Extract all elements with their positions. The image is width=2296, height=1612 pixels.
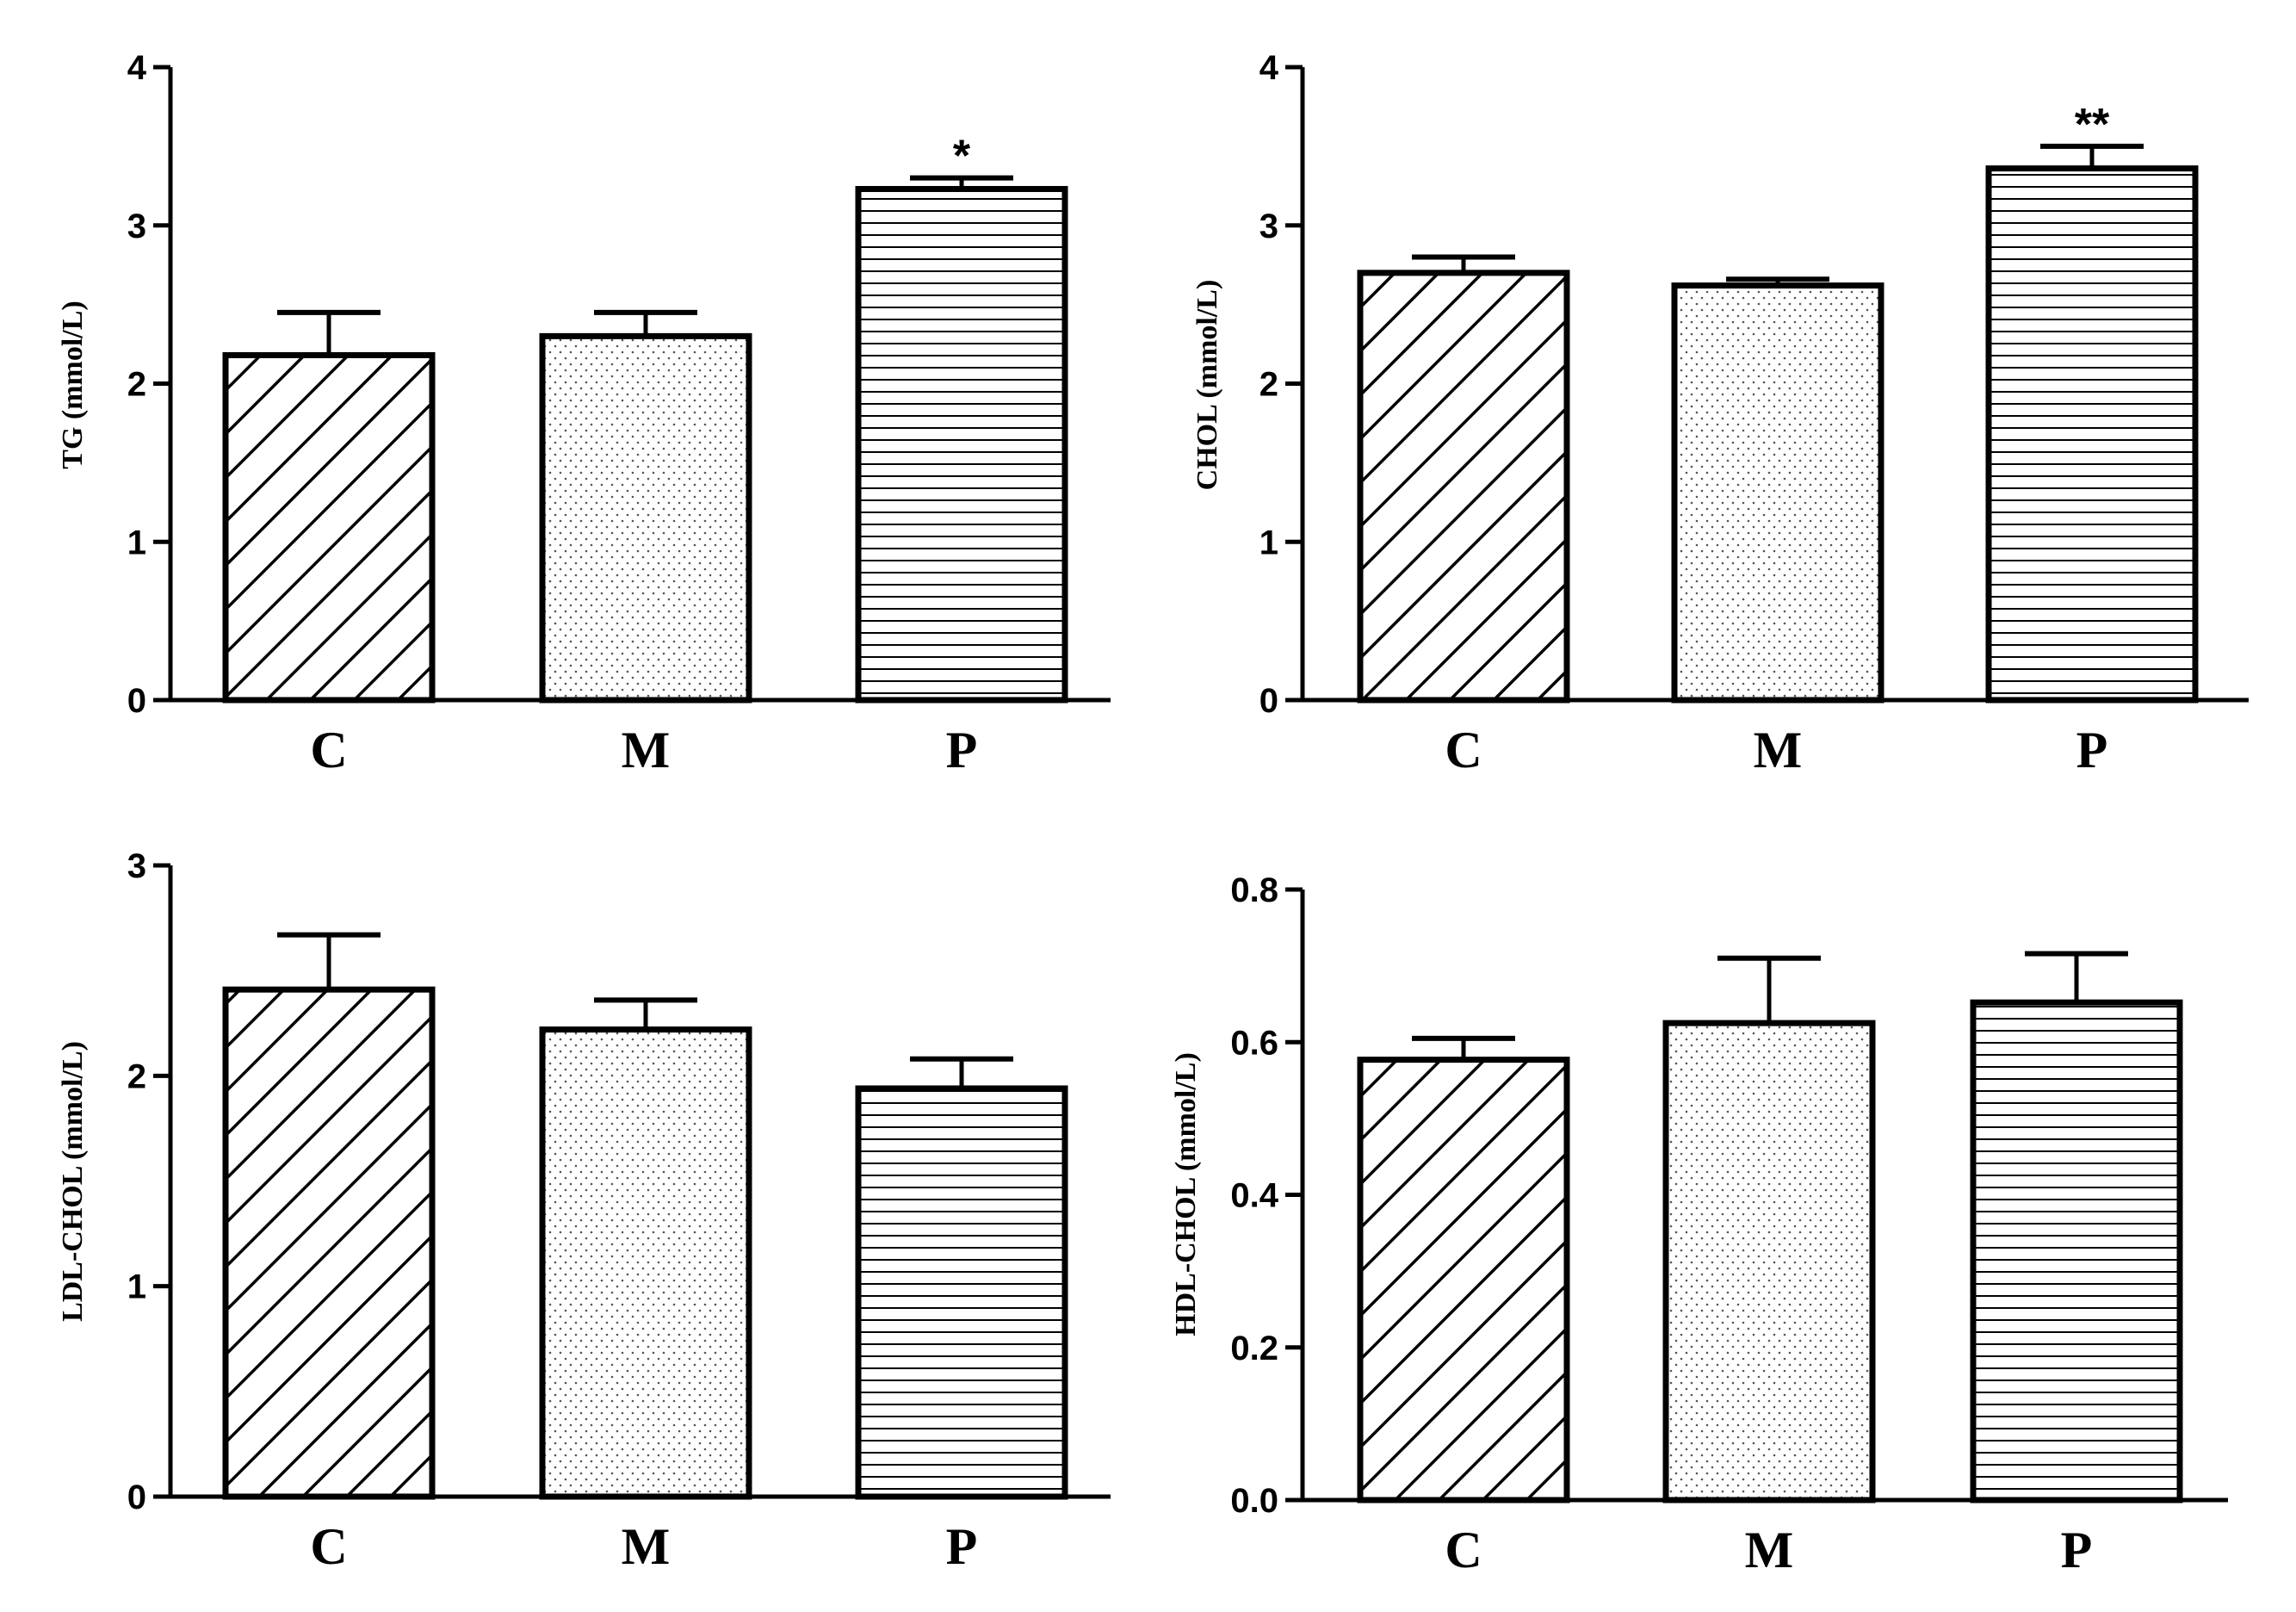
- bar-m: [539, 332, 752, 704]
- y-tick-label: 4: [127, 49, 147, 87]
- bar-p: [1970, 999, 2183, 1504]
- x-category-label: C: [1445, 1522, 1482, 1578]
- bar-p: [1985, 165, 2199, 704]
- y-tick-label: 3: [1259, 208, 1278, 245]
- y-tick-label: 3: [127, 208, 146, 245]
- x-category-label: C: [1445, 722, 1482, 778]
- bar-m: [1662, 1020, 1876, 1504]
- x-category-label: C: [310, 722, 347, 778]
- chart-panel-1: 0 1 2 3 4 TG (mmol/L) C M P *: [57, 49, 1111, 778]
- y-tick-label: 0: [127, 682, 146, 720]
- chart-panel-3: 0 1 2 3 LDL-CHOL (mmol/L) C M P: [57, 847, 1111, 1575]
- y-tick-label: 2: [127, 366, 146, 404]
- x-category-label: M: [622, 722, 671, 778]
- x-category-label: P: [946, 1518, 978, 1575]
- bar-p: [855, 1085, 1068, 1500]
- y-tick-label: 0: [1259, 682, 1278, 720]
- y-tick-label: 0.0: [1230, 1482, 1278, 1520]
- x-category-label: M: [1754, 722, 1803, 778]
- x-category-label: M: [622, 1518, 671, 1575]
- y-axis-title: CHOL (mmol/L): [1191, 280, 1223, 491]
- bar-m: [539, 1026, 752, 1500]
- bar-c: [1357, 270, 1570, 704]
- y-tick-label: 0.8: [1230, 871, 1278, 909]
- chart-panel-4: 0.0 0.2 0.4 0.6 0.8 HDL-CHOL (mmol/L) C M P: [1170, 871, 2228, 1578]
- bar-p: [855, 185, 1068, 704]
- y-axis-title: TG (mmol/L): [57, 301, 89, 468]
- y-tick-label: 0.2: [1230, 1330, 1278, 1367]
- x-category-label: P: [2076, 722, 2108, 778]
- bar-c: [1357, 1057, 1570, 1504]
- y-tick-label: 1: [127, 524, 146, 561]
- chart-panel-2: 0 1 2 3 4 CHOL (mmol/L) C M P **: [1191, 49, 2249, 778]
- y-tick-label: 2: [1259, 366, 1278, 404]
- bar-c: [222, 986, 436, 1500]
- bar-c: [222, 351, 436, 704]
- y-tick-label: 3: [127, 847, 146, 885]
- bar-m: [1671, 282, 1884, 704]
- y-tick-label: 0.6: [1230, 1024, 1278, 1062]
- y-axis-title: HDL-CHOL (mmol/L): [1170, 1052, 1202, 1336]
- y-tick-label: 1: [1259, 524, 1278, 561]
- significance-marker: **: [2075, 100, 2110, 150]
- y-tick-label: 4: [1259, 49, 1279, 87]
- significance-marker: *: [953, 132, 971, 182]
- x-category-label: P: [2061, 1522, 2093, 1578]
- y-tick-label: 1: [127, 1268, 146, 1306]
- y-tick-label: 0: [127, 1479, 146, 1516]
- y-axis-title: LDL-CHOL (mmol/L): [57, 1041, 89, 1322]
- x-category-label: P: [946, 722, 978, 778]
- x-category-label: C: [310, 1518, 347, 1575]
- y-tick-label: 0.4: [1230, 1177, 1278, 1215]
- y-tick-label: 2: [127, 1057, 146, 1095]
- x-category-label: M: [1745, 1522, 1794, 1578]
